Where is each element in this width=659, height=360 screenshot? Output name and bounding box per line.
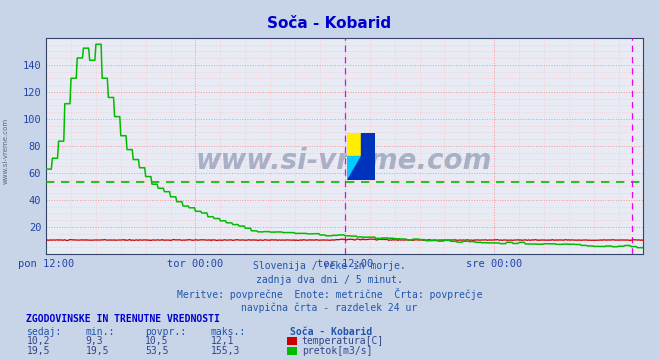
Polygon shape <box>347 156 360 180</box>
Text: www.si-vreme.com: www.si-vreme.com <box>196 147 492 175</box>
Text: www.si-vreme.com: www.si-vreme.com <box>2 118 9 184</box>
Text: 19,5: 19,5 <box>86 346 109 356</box>
Bar <box>360 133 374 180</box>
Text: 53,5: 53,5 <box>145 346 169 356</box>
Text: maks.:: maks.: <box>211 327 246 337</box>
Text: Meritve: povprečne  Enote: metrične  Črta: povprečje: Meritve: povprečne Enote: metrične Črta:… <box>177 288 482 300</box>
Text: ZGODOVINSKE IN TRENUTNE VREDNOSTI: ZGODOVINSKE IN TRENUTNE VREDNOSTI <box>26 314 220 324</box>
Text: Slovenija / reke in morje.: Slovenija / reke in morje. <box>253 261 406 271</box>
Text: 9,3: 9,3 <box>86 336 103 346</box>
Text: min.:: min.: <box>86 327 115 337</box>
Text: temperatura[C]: temperatura[C] <box>302 336 384 346</box>
Text: navpična črta - razdelek 24 ur: navpična črta - razdelek 24 ur <box>241 302 418 312</box>
Text: zadnja dva dni / 5 minut.: zadnja dva dni / 5 minut. <box>256 275 403 285</box>
Text: 10,5: 10,5 <box>145 336 169 346</box>
Text: pretok[m3/s]: pretok[m3/s] <box>302 346 372 356</box>
Text: povpr.:: povpr.: <box>145 327 186 337</box>
Text: 12,1: 12,1 <box>211 336 235 346</box>
Text: 10,2: 10,2 <box>26 336 50 346</box>
Text: Soča - Kobarid: Soča - Kobarid <box>290 327 372 337</box>
Text: sedaj:: sedaj: <box>26 327 61 337</box>
Bar <box>347 133 360 156</box>
Text: 155,3: 155,3 <box>211 346 241 356</box>
Text: 19,5: 19,5 <box>26 346 50 356</box>
Bar <box>347 156 360 180</box>
Text: Soča - Kobarid: Soča - Kobarid <box>268 16 391 31</box>
